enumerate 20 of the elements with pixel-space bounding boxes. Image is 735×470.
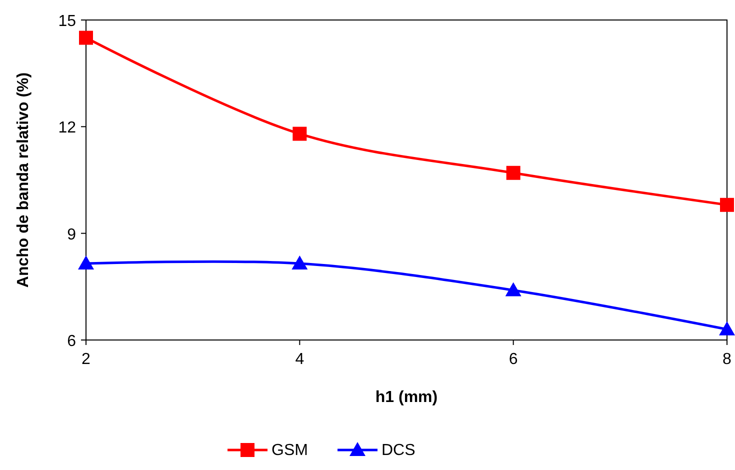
y-tick-label: 6 <box>67 333 76 350</box>
y-tick-label: 15 <box>58 13 76 30</box>
y-tick-label: 9 <box>67 226 76 244</box>
point <box>292 126 307 141</box>
y-tick-label: 12 <box>58 120 76 137</box>
x-tick-label: 4 <box>295 351 304 368</box>
x-tick-label: 8 <box>722 351 732 368</box>
y-axis-title: Ancho de banda relativo (%) <box>15 72 32 288</box>
point <box>720 198 734 212</box>
x-axis-title: h1 (mm) <box>375 389 438 406</box>
legend-label: GSM <box>272 442 308 459</box>
x-tick-label: 2 <box>82 351 91 368</box>
point <box>78 256 94 270</box>
x-tick-label: 6 <box>508 351 518 368</box>
point <box>292 256 308 270</box>
point <box>505 282 522 296</box>
point <box>719 321 735 336</box>
legend-label: DCS <box>382 442 416 459</box>
point <box>79 30 93 45</box>
point <box>506 166 520 180</box>
